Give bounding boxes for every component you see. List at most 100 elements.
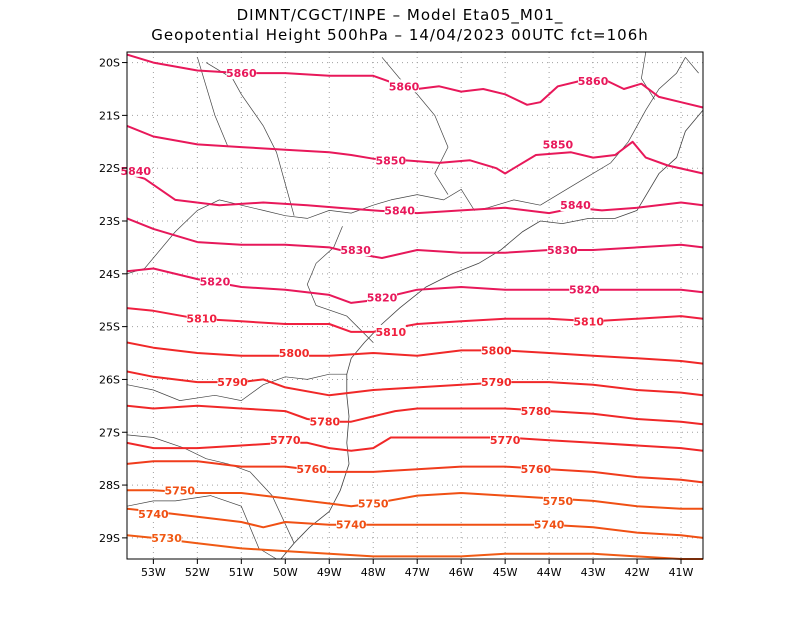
contour-label-5840-0: 5840 xyxy=(120,165,151,178)
contour-label-bg-5810-0 xyxy=(186,311,217,325)
contour-label-5760-0: 5760 xyxy=(296,463,327,476)
contour-label-5860-1: 5860 xyxy=(389,80,420,93)
lon-tick-label-1: 52W xyxy=(185,566,210,579)
contour-label-5770-0: 5770 xyxy=(270,434,301,447)
contour-label-5840-1: 5840 xyxy=(384,204,415,217)
contour-label-5770-1: 5770 xyxy=(490,434,521,447)
contour-label-5840-2: 5840 xyxy=(560,199,591,212)
lat-tick-label-6: 26S xyxy=(99,373,120,386)
lat-tick-label-1: 21S xyxy=(99,109,120,122)
lat-tick-label-8: 28S xyxy=(99,479,120,492)
contour-label-5790-1: 5790 xyxy=(481,376,512,389)
contour-5760 xyxy=(126,460,704,484)
lat-tick-label-9: 29S xyxy=(99,532,120,545)
state-border-3 xyxy=(390,188,541,211)
contour-label-5750-2: 5750 xyxy=(543,495,574,508)
contour-label-bg-5860-1 xyxy=(389,79,420,93)
lat-tick-label-4: 24S xyxy=(99,268,120,281)
state-border-11 xyxy=(641,51,655,100)
contour-label-bg-5750-2 xyxy=(542,493,573,507)
lat-tick-label-5: 25S xyxy=(99,321,120,334)
contour-5830 xyxy=(126,217,704,259)
contour-lines xyxy=(126,53,704,560)
contour-5750 xyxy=(127,489,703,510)
contour-label-bg-5780-1 xyxy=(520,404,551,418)
contour-label-5820-2: 5820 xyxy=(569,284,600,297)
contour-label-5730-0: 5730 xyxy=(151,532,182,545)
contour-label-bg-5790-1 xyxy=(481,375,512,389)
contour-label-bg-5760-1 xyxy=(520,462,551,476)
contour-label-bg-5750-1 xyxy=(358,496,389,510)
contour-label-bg-5820-1 xyxy=(367,290,398,304)
contour-label-bg-5730-0 xyxy=(151,530,182,544)
state-border-0 xyxy=(126,199,391,275)
contour-label-bg-5810-1 xyxy=(375,324,406,338)
state-border-2 xyxy=(306,226,374,343)
contour-label-5740-1: 5740 xyxy=(336,519,367,532)
lon-tick-label-11: 42W xyxy=(625,566,650,579)
contour-label-bg-5750-0 xyxy=(164,483,195,497)
lon-tick-label-9: 44W xyxy=(537,566,562,579)
contour-label-5810-2: 5810 xyxy=(573,315,604,328)
contour-5850 xyxy=(126,124,704,175)
contour-label-5850-1: 5850 xyxy=(543,138,574,151)
lat-tick-label-0: 20S xyxy=(99,57,120,70)
contour-label-5830-0: 5830 xyxy=(340,244,371,257)
contour-5860 xyxy=(126,53,704,109)
contour-5730 xyxy=(126,534,703,560)
lon-tick-label-4: 49W xyxy=(317,566,342,579)
state-border-6 xyxy=(126,373,347,401)
coastline-and-borders xyxy=(126,51,704,560)
contour-label-bg-5800-1 xyxy=(481,343,512,357)
contour-label-5740-0: 5740 xyxy=(138,508,169,521)
contour-label-bg-5830-0 xyxy=(340,243,371,257)
contour-label-5820-1: 5820 xyxy=(367,292,398,305)
contour-5780 xyxy=(126,404,704,426)
contour-label-bg-5840-2 xyxy=(560,198,591,212)
contour-5770 xyxy=(126,436,704,452)
lat-tick-label-3: 23S xyxy=(99,215,120,228)
contour-label-bg-5850-1 xyxy=(542,137,573,151)
contour-5790 xyxy=(126,370,704,397)
contour-label-bg-5860-0 xyxy=(226,66,257,80)
contour-labels: 5860 5860 5860 5850 5850 5840 5840 5840 5830 5830… xyxy=(120,66,609,545)
contour-label-5760-1: 5760 xyxy=(521,463,552,476)
lon-tick-label-0: 53W xyxy=(141,566,166,579)
contour-label-5790-0: 5790 xyxy=(217,376,248,389)
contour-label-5750-0: 5750 xyxy=(164,484,195,497)
contour-label-bg-5740-1 xyxy=(336,517,367,531)
contour-label-5780-1: 5780 xyxy=(521,405,552,418)
longitude-ticks: 53W 52W 51W 50W 49W 48W 47W 46W 45W 44W 43W 42W 41W xyxy=(141,559,694,579)
contour-label-5860-2: 5860 xyxy=(578,75,609,88)
contour-label-bg-5850-0 xyxy=(375,153,406,167)
state-border-10 xyxy=(685,57,699,74)
state-border-7 xyxy=(126,434,295,544)
contour-label-bg-5820-0 xyxy=(199,274,230,288)
contour-label-5750-1: 5750 xyxy=(358,498,389,511)
lon-tick-label-10: 43W xyxy=(581,566,606,579)
contour-label-bg-5800-0 xyxy=(279,346,310,360)
contour-label-5810-0: 5810 xyxy=(186,313,217,326)
lat-lon-grid xyxy=(127,52,703,559)
map-title-line-2: Geopotential Height 500hPa – 14/04/2023 … xyxy=(151,26,649,44)
coastline xyxy=(280,109,704,560)
contour-label-5740-2: 5740 xyxy=(534,519,565,532)
contour-label-5780-0: 5780 xyxy=(310,416,341,429)
state-border-1 xyxy=(205,62,295,216)
contour-label-bg-5830-1 xyxy=(547,243,578,257)
contour-label-5830-1: 5830 xyxy=(547,244,578,257)
lon-tick-label-5: 48W xyxy=(361,566,386,579)
contour-label-bg-5770-1 xyxy=(490,433,521,447)
lon-tick-label-2: 51W xyxy=(229,566,254,579)
contour-label-bg-5740-2 xyxy=(534,517,565,531)
contour-5800 xyxy=(126,341,704,365)
contour-label-5810-1: 5810 xyxy=(376,326,407,339)
contour-label-5850-0: 5850 xyxy=(376,154,407,167)
map-title-line-1: DIMNT/CGCT/INPE – Model Eta05_M01_ xyxy=(236,6,564,24)
lon-tick-label-3: 50W xyxy=(273,566,298,579)
contour-label-bg-5740-0 xyxy=(138,507,169,521)
contour-label-bg-5760-0 xyxy=(296,462,327,476)
lon-tick-label-12: 41W xyxy=(669,566,694,579)
state-border-4 xyxy=(381,57,449,195)
